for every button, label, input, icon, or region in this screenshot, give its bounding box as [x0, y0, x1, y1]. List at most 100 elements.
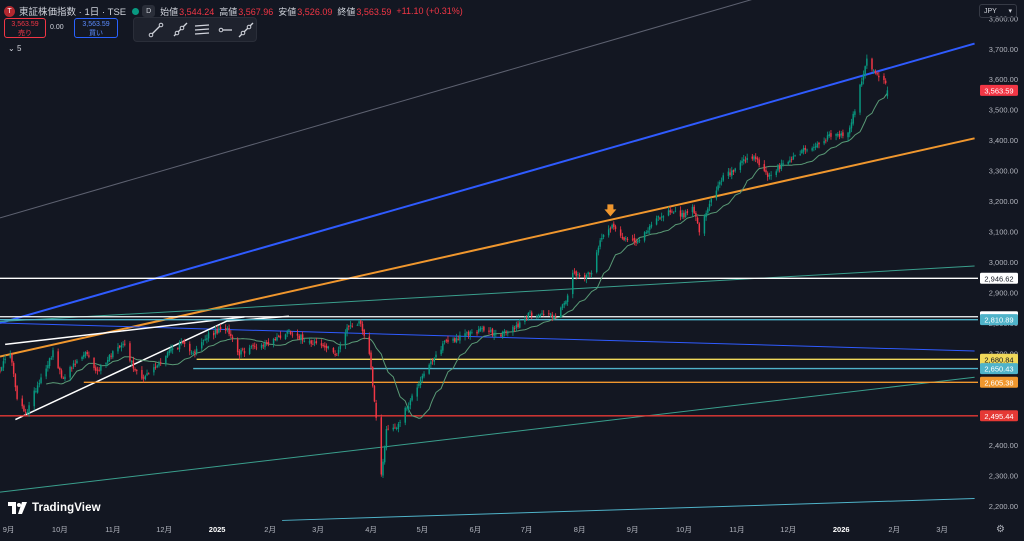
- data-source-badge[interactable]: D: [142, 5, 156, 17]
- time-axis-tick: 8月: [574, 525, 586, 534]
- candle-body: [59, 367, 61, 371]
- trend-line-icon[interactable]: [148, 22, 164, 38]
- candle-body: [684, 212, 687, 217]
- candle-body: [662, 216, 665, 218]
- trend-line-green-lower[interactable]: [0, 376, 975, 493]
- candle-body: [81, 356, 83, 360]
- ohlc-open: 始値3,544.24: [160, 6, 215, 17]
- candle-body: [118, 346, 121, 348]
- candle-body: [707, 208, 709, 213]
- trend-line-white-wedge-bottom[interactable]: [15, 317, 233, 421]
- candle-body: [98, 369, 100, 371]
- price-axis-tick: 2,900.00: [989, 289, 1018, 298]
- candle-body: [260, 344, 263, 348]
- candle-body: [409, 400, 412, 406]
- time-axis-tick: 7月: [521, 525, 533, 534]
- symbol-title[interactable]: 東証株価指数 · 1日 · TSE: [19, 7, 127, 18]
- candle-body: [106, 359, 109, 363]
- candle-body: [681, 213, 683, 217]
- candle-body: [777, 166, 779, 171]
- candle-body: [637, 240, 639, 243]
- gear-icon[interactable]: ⚙: [996, 524, 1005, 535]
- candle-body: [525, 317, 528, 320]
- candle-body: [206, 338, 208, 340]
- time-axis[interactable]: 9月 10月 11月 12月 2025 2月 3月 4月 5月 6月 7月 8月 9月 10月 11月 12月…: [3, 525, 948, 534]
- candle-body: [168, 350, 171, 353]
- candle-body: [192, 353, 194, 354]
- candle-body: [551, 314, 554, 318]
- candle-body: [88, 355, 90, 357]
- candle-body: [242, 348, 244, 350]
- candle-body: [165, 356, 167, 364]
- candle-body: [356, 324, 359, 326]
- candle-body: [36, 385, 39, 393]
- horizontal-ray-icon[interactable]: [217, 22, 233, 38]
- candle-body: [884, 80, 887, 84]
- price-axis-tick: 2,200.00: [989, 502, 1018, 511]
- candle-body: [541, 313, 543, 315]
- candle-body: [862, 74, 865, 81]
- candle-body: [21, 398, 23, 407]
- sell-button[interactable]: 3,563.59 売り: [4, 18, 46, 38]
- trend-line-white-wedge-top[interactable]: [5, 316, 245, 346]
- trend-line-blue-descending[interactable]: [0, 322, 975, 352]
- candle-body: [385, 428, 388, 448]
- currency-selector[interactable]: JPY: [979, 4, 1017, 19]
- candle-body: [500, 334, 502, 337]
- candle-body: [430, 361, 432, 365]
- candle-body: [254, 345, 256, 347]
- candle-body: [799, 154, 801, 155]
- candle-body: [614, 226, 617, 230]
- candle-body: [585, 275, 588, 279]
- candle-body: [392, 427, 394, 430]
- candle-body: [578, 275, 581, 277]
- parallel-channel-icon[interactable]: [194, 22, 210, 38]
- candle-body: [279, 335, 282, 338]
- indicator-toggle[interactable]: ⌄ 5: [8, 44, 21, 53]
- candle-body: [23, 405, 25, 412]
- price-axis-tick: 2,400.00: [989, 441, 1018, 450]
- candle-body: [566, 295, 569, 303]
- candle-body: [47, 365, 49, 369]
- candle-body: [860, 81, 863, 86]
- candle-body: [171, 348, 174, 350]
- candle-body: [117, 347, 119, 352]
- candle-body: [303, 341, 306, 343]
- candle-body: [286, 331, 288, 334]
- trend-line-blue-channel-top[interactable]: [0, 42, 975, 324]
- candle-body: [11, 354, 13, 363]
- candle-body: [813, 147, 815, 148]
- ray-icon[interactable]: [172, 22, 188, 38]
- candle-body: [387, 428, 389, 430]
- candle-body: [226, 328, 229, 330]
- candle-body: [144, 375, 147, 380]
- trend-line-green-upper[interactable]: [0, 265, 975, 322]
- trend-line-gray-channel[interactable]: [0, 0, 753, 219]
- candle-body: [643, 232, 646, 241]
- price-axis[interactable]: 2,200.002,300.002,400.002,500.002,600.00…: [980, 14, 1018, 511]
- tradingview-logo: TradingView: [8, 502, 101, 514]
- candle-body: [584, 275, 586, 278]
- extended-line-icon[interactable]: [238, 22, 254, 38]
- candle-body: [324, 345, 326, 348]
- candle-body: [471, 332, 473, 334]
- candle-body: [667, 210, 670, 216]
- candle-body: [129, 343, 131, 361]
- candle-body: [351, 325, 353, 327]
- trend-line-cyan-bottom[interactable]: [282, 497, 975, 521]
- candle-body: [633, 237, 636, 242]
- time-axis-tick: 6月: [469, 525, 481, 534]
- candle-body: [419, 379, 422, 386]
- candle-body: [84, 352, 87, 356]
- candle-body: [698, 223, 701, 233]
- candle-body: [312, 343, 314, 345]
- candle-body: [26, 412, 29, 414]
- candle-body: [524, 319, 526, 322]
- buy-button[interactable]: 3,563.59 買い: [74, 18, 118, 38]
- candle-body: [794, 155, 796, 157]
- candle-body: [156, 365, 159, 368]
- candle-body: [382, 461, 384, 476]
- candle-body: [488, 330, 490, 332]
- candle-body: [672, 212, 675, 214]
